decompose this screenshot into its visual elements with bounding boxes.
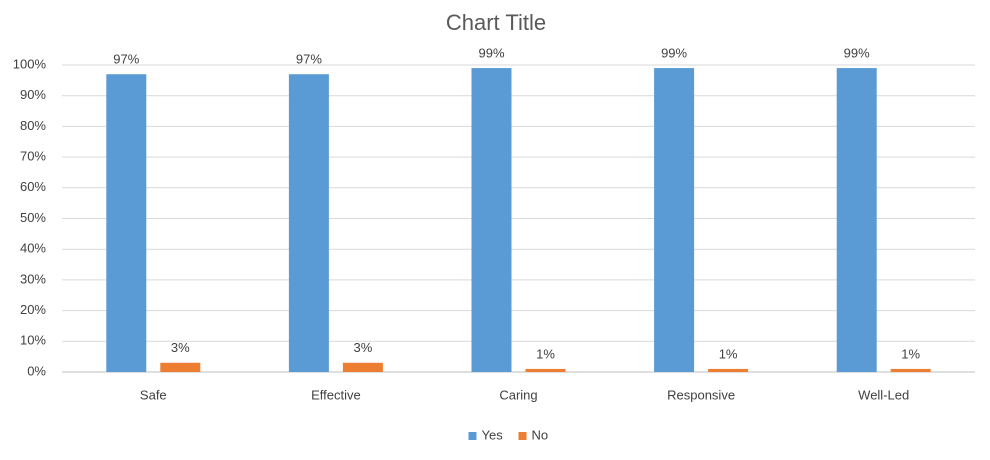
value-label: 3% [171,340,190,355]
value-label: 97% [113,52,139,67]
value-label: 99% [661,46,687,61]
value-label: 1% [901,346,920,361]
y-tick-label: 10% [20,333,46,348]
value-label: 3% [354,340,373,355]
value-label: 99% [844,46,870,61]
bar [525,368,566,372]
value-label: 99% [478,46,504,61]
x-tick-label: Effective [311,387,361,402]
y-tick-label: 90% [20,87,46,102]
bar [288,74,329,373]
y-tick-label: 40% [20,241,46,256]
bar [654,68,695,372]
value-label: 1% [719,346,738,361]
x-tick-label: Responsive [667,387,735,402]
y-tick-label: 50% [20,210,46,225]
y-tick-label: 20% [20,302,46,317]
y-tick-label: 0% [27,363,46,378]
y-tick-label: 100% [13,56,47,71]
bar [836,68,877,372]
y-tick-label: 80% [20,118,46,133]
bar [160,362,201,372]
bar [471,68,512,372]
legend-label: Yes [482,427,504,442]
legend-swatch [518,432,527,440]
y-tick-label: 30% [20,271,46,286]
x-tick-label: Safe [140,387,167,402]
chart-title: Chart Title [446,10,546,35]
legend-label: No [532,427,549,442]
bar [106,74,147,373]
y-tick-label: 60% [20,179,46,194]
bar [342,362,383,372]
bar [708,368,749,372]
value-label: 97% [296,52,322,67]
value-label: 1% [536,346,555,361]
y-tick-label: 70% [20,149,46,164]
x-tick-label: Well-Led [858,387,909,402]
bar [890,368,931,372]
x-tick-label: Caring [499,387,537,402]
legend-swatch [468,432,477,440]
